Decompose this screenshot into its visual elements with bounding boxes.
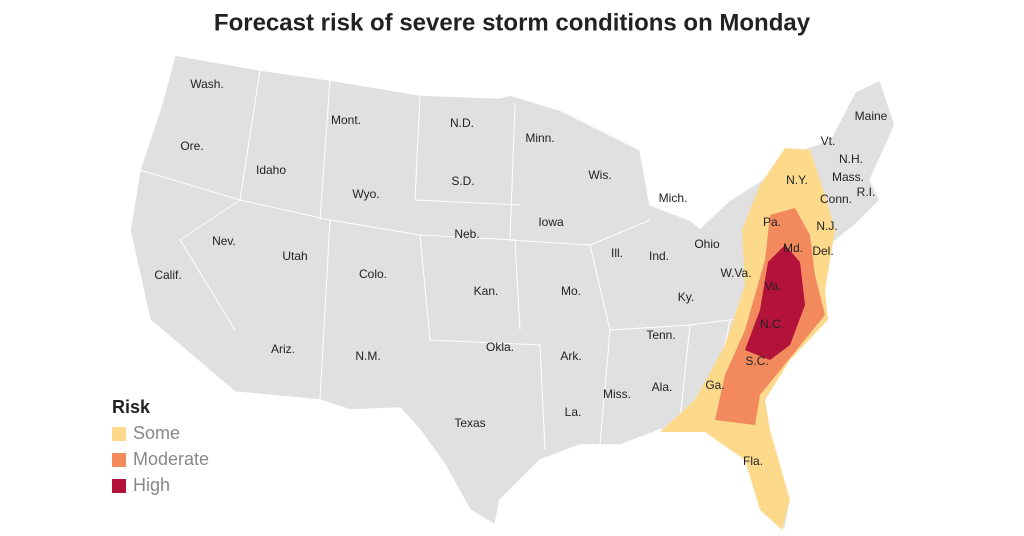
legend-swatch [112, 453, 126, 467]
state-label: Calif. [154, 268, 181, 282]
state-label: Wash. [190, 77, 224, 91]
state-label: Ind. [649, 249, 669, 263]
map-title: Forecast risk of severe storm conditions… [214, 9, 811, 36]
legend-label: Some [133, 423, 180, 443]
state-label: La. [565, 405, 582, 419]
state-label: Ariz. [271, 342, 295, 356]
state-label: Ga. [705, 378, 724, 392]
state-label: Minn. [525, 131, 554, 145]
state-label: Iowa [538, 215, 564, 229]
state-labels: Wash. Mont. N.D. Minn. Maine Vt.N.H. Mass.R.I.… [154, 77, 887, 468]
state-label: Idaho [256, 163, 286, 177]
state-label: Mo. [561, 284, 581, 298]
state-label: Colo. [359, 267, 387, 281]
legend-label: High [133, 475, 170, 495]
state-label: Mich. [659, 191, 688, 205]
state-label: Ky. [678, 290, 694, 304]
state-label: Del. [812, 244, 833, 258]
state-label: Okla. [486, 340, 514, 354]
risk-zone [745, 245, 805, 360]
state-label: Pa. [763, 215, 781, 229]
state-label: Ore. [180, 139, 203, 153]
state-label: Wyo. [352, 187, 379, 201]
state-label: Texas [454, 416, 485, 430]
state-label: N.D. [450, 116, 474, 130]
state-label: Wis. [588, 168, 611, 182]
state-label: Ill. [611, 246, 623, 260]
state-label: Conn. [820, 192, 852, 206]
state-label: Ala. [652, 380, 673, 394]
state-label: Mass. [832, 170, 864, 184]
state-label: N.H. [839, 152, 863, 166]
state-label: S.C. [745, 354, 768, 368]
state-label: Ohio [694, 237, 720, 251]
state-label: W.Va. [720, 266, 751, 280]
state-label: N.C. [760, 317, 784, 331]
state-label: Md. [783, 241, 803, 255]
state-label: N.J. [816, 219, 837, 233]
state-label: Miss. [603, 387, 631, 401]
state-label: Tenn. [646, 328, 675, 342]
state-label: Utah [282, 249, 307, 263]
state-label: Fla. [743, 454, 763, 468]
legend: Some Moderate High [112, 423, 209, 495]
legend-swatch [112, 479, 126, 493]
state-label: S.D. [451, 174, 474, 188]
legend-title: Risk [112, 397, 151, 417]
state-label: Maine [855, 109, 888, 123]
state-label: Neb. [454, 227, 479, 241]
legend-swatch [112, 427, 126, 441]
state-label: Kan. [474, 284, 499, 298]
legend-label: Moderate [133, 449, 209, 469]
state-label: Ark. [560, 349, 581, 363]
state-label: N.M. [355, 349, 380, 363]
state-label: N.Y. [786, 173, 808, 187]
state-label: R.I. [857, 185, 876, 199]
state-label: Vt. [821, 134, 836, 148]
state-label: Mont. [331, 113, 361, 127]
state-label: Nev. [212, 234, 236, 248]
state-label: Va. [764, 279, 781, 293]
